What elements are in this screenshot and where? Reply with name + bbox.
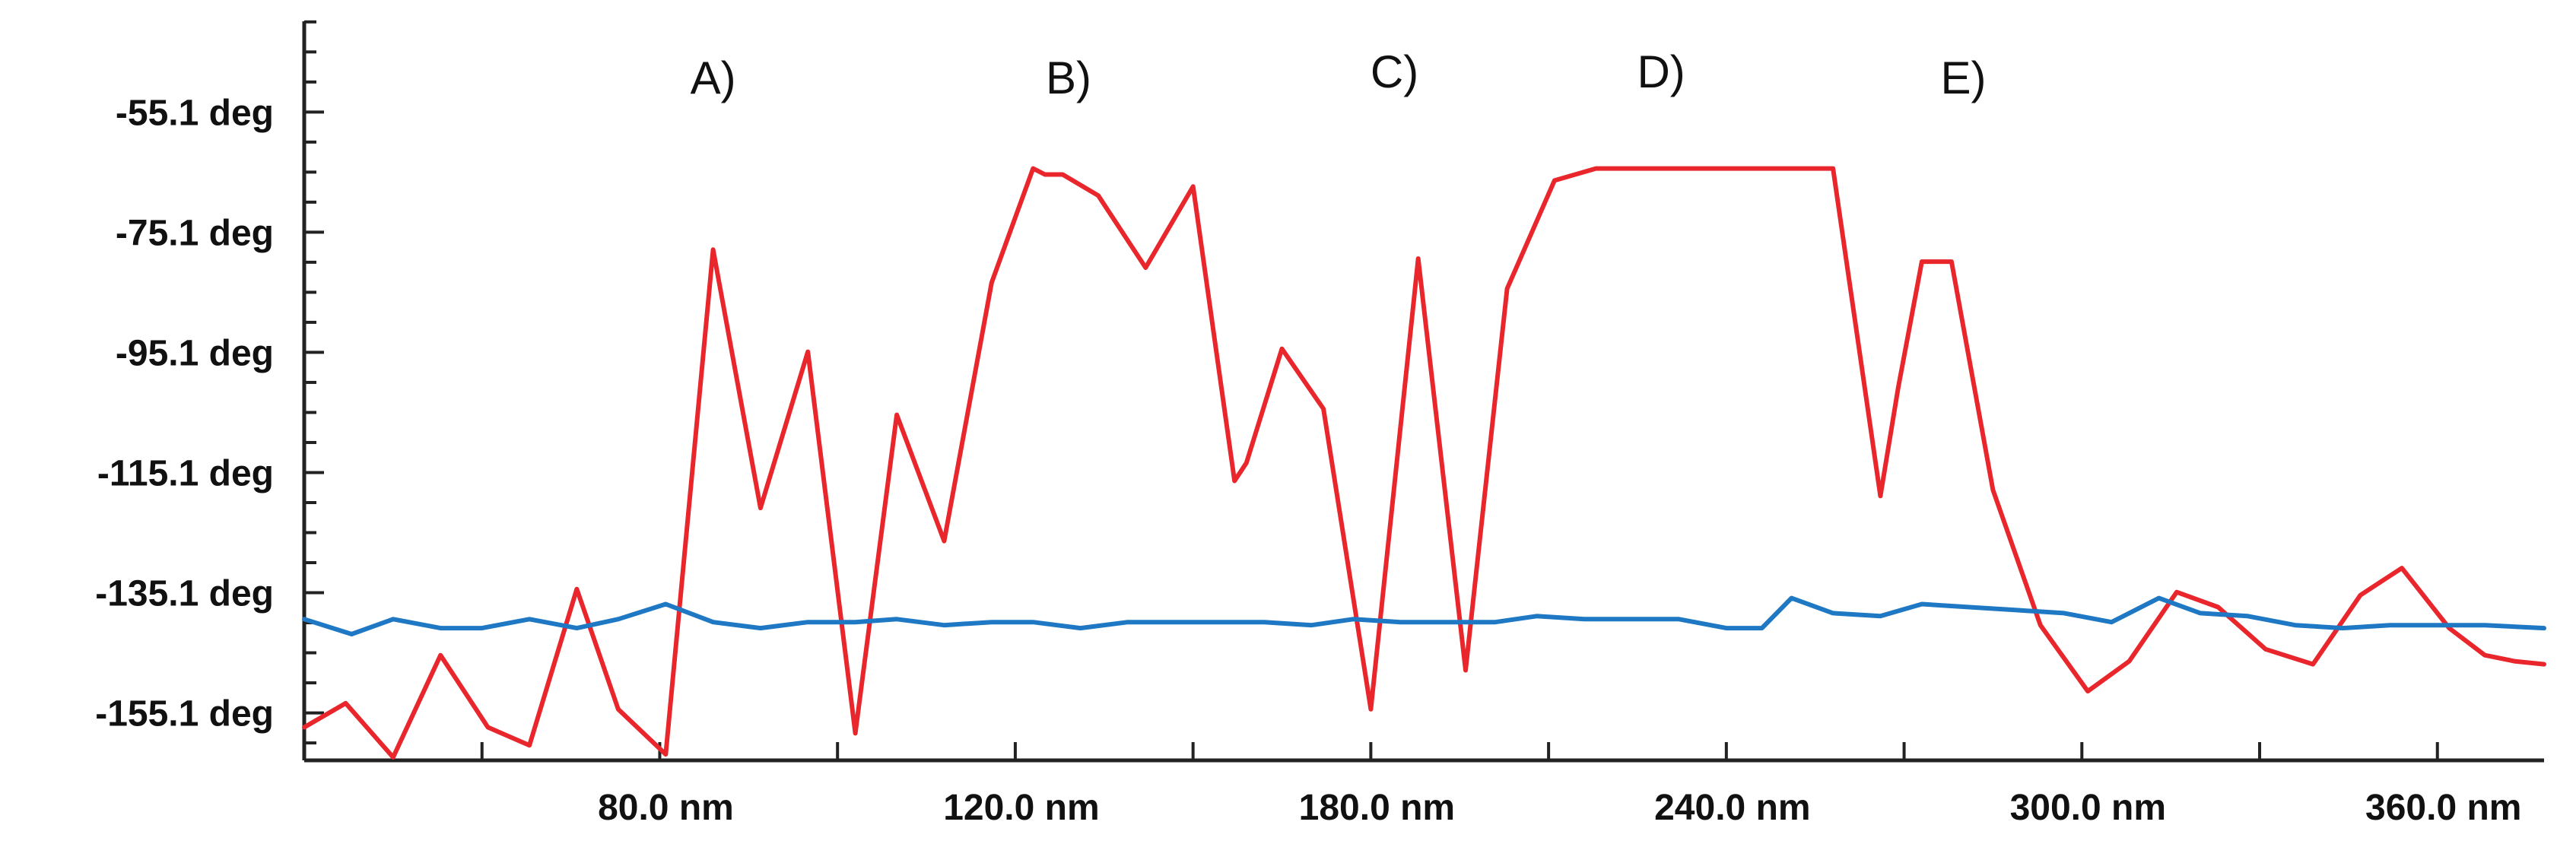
x-tick-label: 120.0 nm	[943, 788, 1099, 828]
y-tick-labels: -55.1 deg -75.1 deg -95.1 deg -115.1 deg -13…	[95, 93, 274, 734]
x-tick-label: 80.0 nm	[598, 788, 734, 828]
x-tick-label: 300.0 nm	[2010, 788, 2166, 828]
annotation-label: D)	[1637, 46, 1685, 97]
x-tick-label: 180.0 nm	[1299, 788, 1455, 828]
y-tick-label: -95.1 deg	[116, 333, 274, 373]
x-tick-labels: 80.0 nm 120.0 nm 180.0 nm 240.0 nm 300.0 nm 3…	[598, 788, 2521, 828]
series-line-blue	[302, 595, 2546, 636]
x-tick-label: 360.0 nm	[2365, 788, 2521, 828]
x-tick-label: 240.0 nm	[1654, 788, 1810, 828]
series-line-red	[302, 166, 2546, 760]
y-tick-label: -75.1 deg	[116, 213, 274, 253]
series-group	[302, 166, 2546, 760]
annotation-label: E)	[1940, 52, 1986, 103]
annotation-label: C)	[1371, 46, 1418, 97]
annotations: A) B) C) D) E)	[691, 46, 1987, 103]
y-tick-label: -115.1 deg	[97, 453, 274, 493]
annotation-label: B)	[1046, 52, 1091, 103]
annotation-label: A)	[691, 52, 736, 103]
y-tick-label: -135.1 deg	[95, 574, 274, 614]
axes	[302, 20, 2544, 763]
y-tick-label: -55.1 deg	[116, 93, 274, 133]
y-tick-label: -155.1 deg	[95, 694, 274, 735]
